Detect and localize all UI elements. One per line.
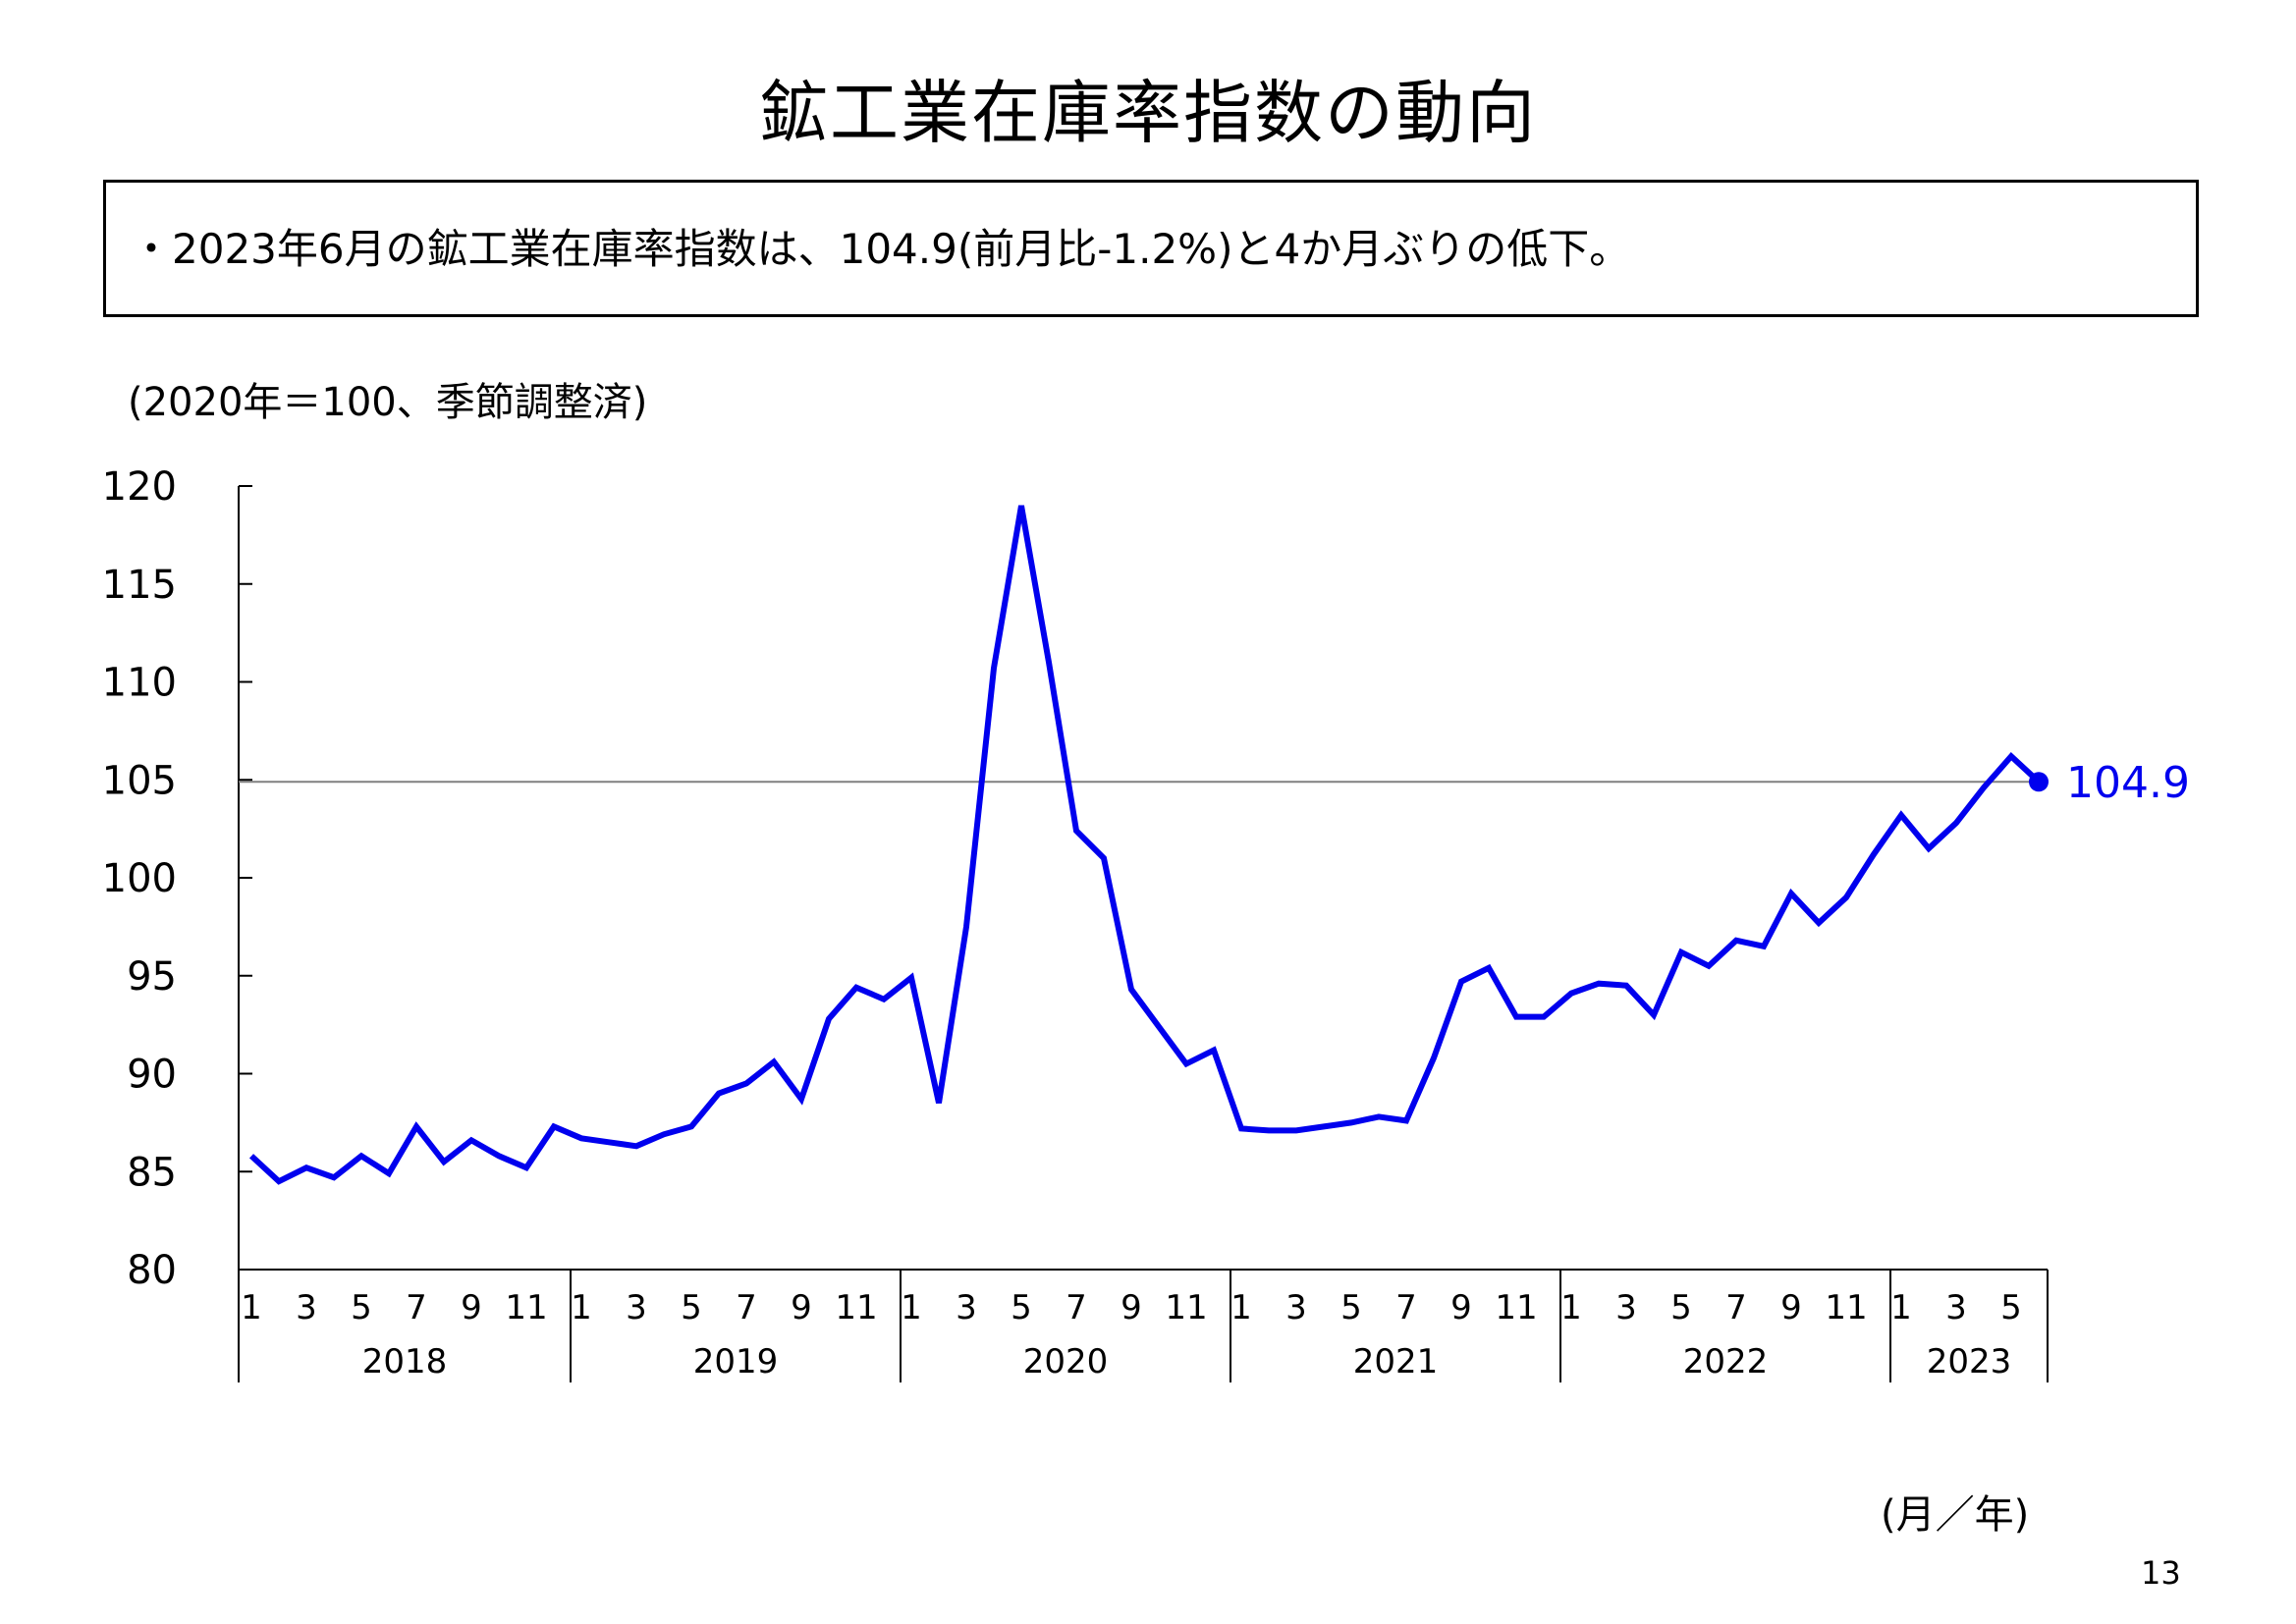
- y-axis-ticks: 80 85 90 95 100 105 110 115 120: [102, 464, 252, 1293]
- x-tick-label-month: 1: [1230, 1288, 1252, 1327]
- page-title: 鉱工業在庫率指数の動向: [759, 73, 1537, 153]
- x-tick-label-month: 7: [736, 1288, 757, 1327]
- series-line: [248, 505, 2042, 1185]
- summary-box: ・2023年6月の鉱工業在庫率指数は、104.9(前月比-1.2%)と4か月ぶり…: [103, 180, 2199, 317]
- x-tick-label-year: 2023: [1927, 1342, 2012, 1381]
- x-tick-label-month: 1: [571, 1288, 592, 1327]
- chart-axes: [238, 486, 2049, 1382]
- page-number: 13: [2141, 1554, 2181, 1592]
- x-tick-label-month: 7: [1395, 1288, 1417, 1327]
- x-tick-label-year: 2021: [1353, 1342, 1439, 1381]
- x-tick-label-month: 3: [1615, 1288, 1637, 1327]
- y-tick-label: 110: [102, 661, 177, 706]
- y-tick-label: 90: [127, 1053, 177, 1098]
- last-point-label: 104.9: [2066, 758, 2190, 808]
- series-group: 104.9: [248, 505, 2190, 1185]
- x-tick-label-month: 5: [681, 1288, 702, 1327]
- x-tick-label-month: 11: [1495, 1288, 1537, 1327]
- x-tick-label-month: 9: [1780, 1288, 1802, 1327]
- summary-text: ・2023年6月の鉱工業在庫率指数は、104.9(前月比-1.2%)と4か月ぶり…: [131, 225, 1631, 273]
- x-tick-label-month: 11: [505, 1288, 547, 1327]
- x-tick-label-month: 3: [956, 1288, 977, 1327]
- x-tick-label-month: 3: [626, 1288, 647, 1327]
- x-tick-label-month: 3: [1285, 1288, 1307, 1327]
- y-tick-label: 105: [102, 758, 177, 803]
- x-tick-label-month: 9: [461, 1288, 482, 1327]
- x-tick-label-month: 1: [1560, 1288, 1582, 1327]
- x-tick-label-month: 5: [1011, 1288, 1032, 1327]
- x-tick-label-month: 1: [241, 1288, 262, 1327]
- x-tick-label-month: 1: [901, 1288, 922, 1327]
- x-tick-label-month: 1: [1890, 1288, 1912, 1327]
- y-tick-label: 80: [127, 1248, 177, 1293]
- x-tick-label-year: 2020: [1023, 1342, 1109, 1381]
- x-tick-label-month: 5: [2000, 1288, 2022, 1327]
- y-tick-label: 120: [102, 464, 177, 510]
- y-tick-label: 95: [127, 954, 177, 1000]
- y-tick-label: 85: [127, 1150, 177, 1195]
- x-axis-unit-label: (月／年): [1881, 1492, 2030, 1538]
- x-tick-label-year: 2018: [362, 1342, 448, 1381]
- x-tick-label-month: 7: [406, 1288, 427, 1327]
- y-tick-label: 115: [102, 563, 177, 608]
- x-tick-label-month: 3: [296, 1288, 317, 1327]
- x-tick-label-year: 2019: [693, 1342, 779, 1381]
- x-tick-label-month: 9: [1450, 1288, 1472, 1327]
- x-tick-label-month: 11: [835, 1288, 877, 1327]
- x-tick-label-month: 3: [1945, 1288, 1967, 1327]
- last-point-marker: [2029, 772, 2049, 792]
- x-tick-label-month: 7: [1066, 1288, 1087, 1327]
- x-tick-label-month: 11: [1825, 1288, 1867, 1327]
- x-tick-label-month: 9: [1121, 1288, 1142, 1327]
- x-tick-label-month: 5: [1340, 1288, 1362, 1327]
- x-tick-label-month: 9: [791, 1288, 812, 1327]
- y-axis-unit-label: (2020年＝100、季節調整済): [128, 380, 648, 425]
- x-tick-label-month: 7: [1725, 1288, 1747, 1327]
- x-tick-label-year: 2022: [1683, 1342, 1769, 1381]
- x-tick-label-month: 5: [351, 1288, 372, 1327]
- y-tick-label: 100: [102, 856, 177, 901]
- x-tick-label-month: 5: [1670, 1288, 1692, 1327]
- x-tick-label-month: 11: [1165, 1288, 1207, 1327]
